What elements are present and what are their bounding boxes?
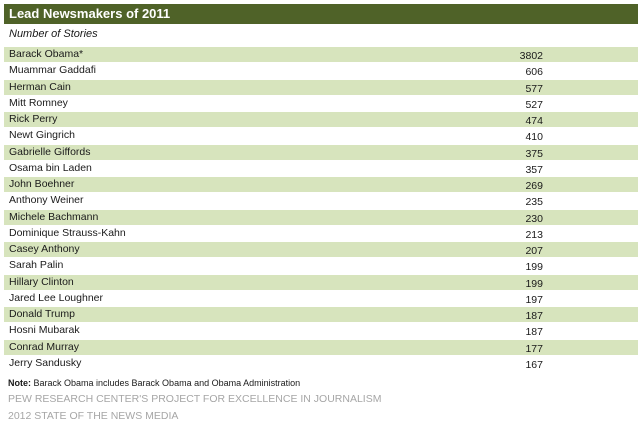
row-name: Hillary Clinton — [9, 275, 74, 288]
row-value: 199 — [525, 261, 543, 274]
row-value: 187 — [525, 310, 543, 322]
table-title: Lead Newsmakers of 2011 — [4, 4, 638, 24]
source-line-2: 2012 STATE OF THE NEWS MEDIA — [8, 410, 179, 422]
row-value: 187 — [525, 326, 543, 339]
row-name: Newt Gingrich — [9, 129, 75, 142]
table-row: Hosni Mubarak 187 — [4, 322, 638, 339]
row-value: 207 — [525, 245, 543, 257]
table-row: Herman Cain 577 — [4, 78, 638, 95]
row-name: Hosni Mubarak — [9, 324, 80, 337]
row-name: Jerry Sandusky — [9, 356, 82, 369]
row-value: 410 — [525, 131, 543, 144]
row-value: 606 — [525, 66, 543, 79]
table-row: Conrad Murray 177 — [4, 338, 638, 355]
row-name: Gabrielle Giffords — [9, 145, 91, 158]
row-name: Rick Perry — [9, 113, 58, 125]
table-row: Gabrielle Giffords 375 — [4, 143, 638, 160]
table-row: Dominique Strauss-Kahn 213 — [4, 224, 638, 241]
table-row: Michele Bachmann 230 — [4, 208, 638, 225]
row-value: 235 — [525, 196, 543, 209]
table-row: John Boehner 269 — [4, 176, 638, 193]
row-name: Barack Obama* — [9, 48, 84, 60]
row-value: 177 — [525, 342, 543, 355]
row-name: Dominique Strauss-Kahn — [9, 226, 126, 239]
row-value: 199 — [525, 277, 543, 290]
row-value: 213 — [525, 228, 543, 241]
row-value: 167 — [525, 358, 543, 371]
row-name: Mitt Romney — [9, 96, 68, 109]
row-value: 269 — [525, 180, 543, 192]
row-name: Jared Lee Loughner — [9, 291, 103, 304]
table-row: Sarah Palin 199 — [4, 257, 638, 274]
row-value: 474 — [525, 115, 543, 127]
table-row: Hillary Clinton 199 — [4, 273, 638, 290]
row-value: 577 — [525, 82, 543, 95]
row-name: Sarah Palin — [9, 259, 64, 272]
table-row: Barack Obama* 3802 — [4, 46, 638, 63]
table-row: Jared Lee Loughner 197 — [4, 289, 638, 306]
source-line-1: PEW RESEARCH CENTER'S PROJECT FOR EXCELL… — [8, 393, 382, 405]
row-name: Anthony Weiner — [9, 194, 84, 207]
table-row: Mitt Romney 527 — [4, 94, 638, 111]
note-label: Note: — [8, 378, 31, 388]
table-row: Rick Perry 474 — [4, 111, 638, 128]
table-row: Osama bin Laden 357 — [4, 159, 638, 176]
row-name: John Boehner — [9, 178, 75, 190]
row-name: Casey Anthony — [9, 243, 80, 255]
table-row: Muammar Gaddafi 606 — [4, 62, 638, 79]
table-row: Jerry Sandusky 167 — [4, 354, 638, 371]
row-name: Donald Trump — [9, 308, 75, 320]
row-name: Conrad Murray — [9, 340, 80, 353]
table-row: Casey Anthony 207 — [4, 241, 638, 258]
newsmakers-table: Barack Obama* 3802 Muammar Gaddafi 606 Herma… — [4, 46, 638, 371]
table-note: Note: Barack Obama includes Barack Obama… — [8, 377, 300, 389]
row-value: 375 — [525, 147, 543, 160]
table-subtitle: Number of Stories — [9, 28, 98, 40]
row-value: 230 — [525, 212, 543, 225]
table-row: Donald Trump 187 — [4, 306, 638, 323]
row-value: 197 — [525, 293, 543, 306]
row-name: Muammar Gaddafi — [9, 64, 96, 77]
row-name: Herman Cain — [9, 80, 71, 93]
row-name: Osama bin Laden — [9, 161, 92, 174]
table-row: Newt Gingrich 410 — [4, 127, 638, 144]
table-row: Anthony Weiner 235 — [4, 192, 638, 209]
row-value: 3802 — [519, 50, 543, 62]
row-value: 527 — [525, 98, 543, 111]
row-value: 357 — [525, 163, 543, 176]
note-text: Barack Obama includes Barack Obama and O… — [31, 378, 301, 388]
row-name: Michele Bachmann — [9, 210, 99, 223]
